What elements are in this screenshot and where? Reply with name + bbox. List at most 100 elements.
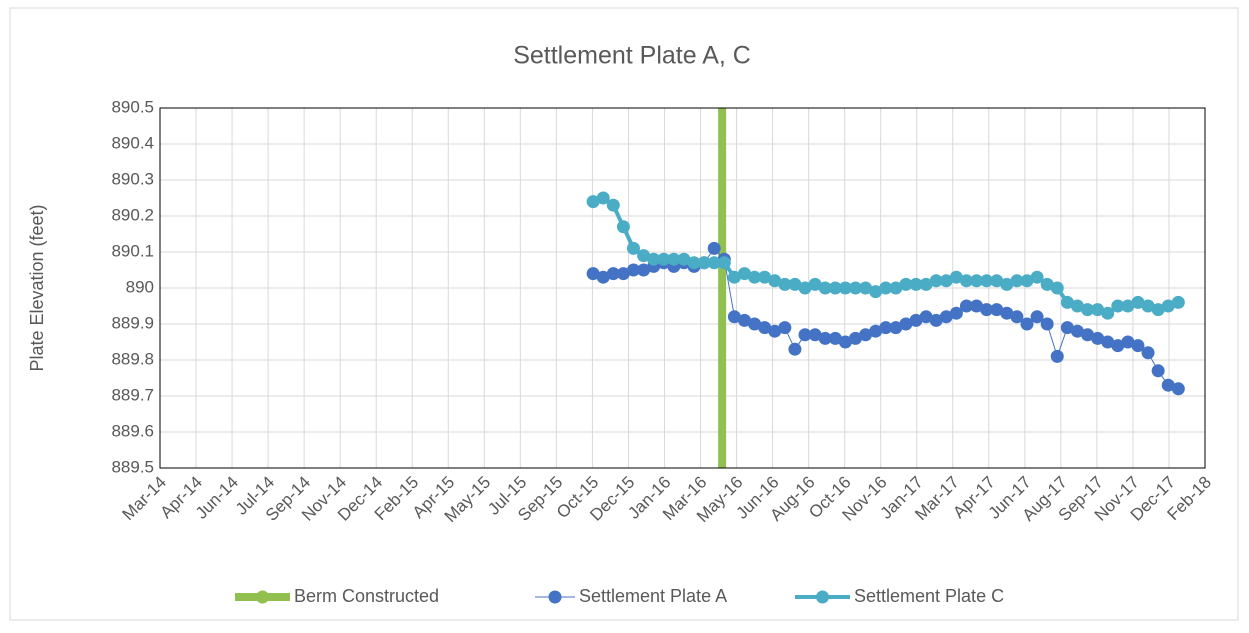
marker [818,331,832,345]
marker [707,241,721,255]
marker [1000,306,1014,320]
y-tick-label: 889.6 [111,421,154,440]
marker [919,277,933,291]
marker [1121,335,1135,349]
chart-title: Settlement Plate A, C [513,42,751,70]
marker [1131,339,1145,353]
marker [1171,382,1185,396]
marker [626,241,640,255]
legend-label: Settlement Plate C [854,586,1004,606]
marker [838,281,852,295]
marker [939,310,953,324]
marker [717,256,731,270]
marker [768,324,782,338]
marker [848,331,862,345]
marker [828,331,842,345]
marker [768,274,782,288]
y-tick-label: 889.7 [111,385,154,404]
y-tick-label: 890.4 [111,133,154,152]
marker [879,321,893,335]
marker [949,306,963,320]
marker [929,274,943,288]
marker [1030,270,1044,284]
marker [919,310,933,324]
marker [778,277,792,291]
marker [1161,299,1175,313]
marker [970,274,984,288]
marker [808,277,822,291]
marker [990,274,1004,288]
marker [1161,378,1175,392]
y-tick-label: 890 [126,277,154,296]
marker [1020,274,1034,288]
marker [939,274,953,288]
marker [869,285,883,299]
marker [626,263,640,277]
marker [899,277,913,291]
marker [869,324,883,338]
marker [758,270,772,284]
marker [727,310,741,324]
legend-marker [816,590,829,604]
marker [1101,335,1115,349]
marker [980,274,994,288]
marker [637,263,651,277]
marker [990,303,1004,317]
marker [838,335,852,349]
marker [606,267,620,281]
marker [737,267,751,281]
plot-frame [159,107,1206,469]
marker [859,328,873,342]
marker [1121,299,1135,313]
marker [909,277,923,291]
marker [606,198,620,212]
marker [798,328,812,342]
marker [980,303,994,317]
marker [859,281,873,295]
marker [778,321,792,335]
marker [596,270,610,284]
marker [909,313,923,327]
marker [586,195,600,209]
y-tick-label: 889.5 [111,457,154,476]
marker [1171,295,1185,309]
marker [1131,295,1145,309]
marker [1040,317,1054,331]
plot [586,108,1185,468]
y-axis-label: Plate Elevation (feet) [27,204,47,371]
marker [647,252,661,266]
marker [1111,299,1125,313]
marker [586,267,600,281]
marker [798,281,812,295]
marker [889,321,903,335]
marker [1091,303,1105,317]
marker [788,342,802,356]
marker [1050,281,1064,295]
marker [1101,306,1115,320]
marker [748,270,762,284]
y-tick-label: 889.9 [111,313,154,332]
marker [929,313,943,327]
y-tick-label: 890.2 [111,205,154,224]
marker [687,256,701,270]
marker [1111,339,1125,353]
marker [616,220,630,234]
marker [899,317,913,331]
marker [697,256,711,270]
marker [879,281,893,295]
marker [758,321,772,335]
marker [616,267,630,281]
legend-label: Berm Constructed [294,586,439,606]
marker [1000,277,1014,291]
marker [1020,317,1034,331]
marker [596,191,610,205]
marker [1050,349,1064,363]
marker [1141,346,1155,360]
marker [667,252,681,266]
legend-marker [548,590,562,604]
marker [828,281,842,295]
legend-marker [256,590,269,604]
marker [949,270,963,284]
marker [748,317,762,331]
